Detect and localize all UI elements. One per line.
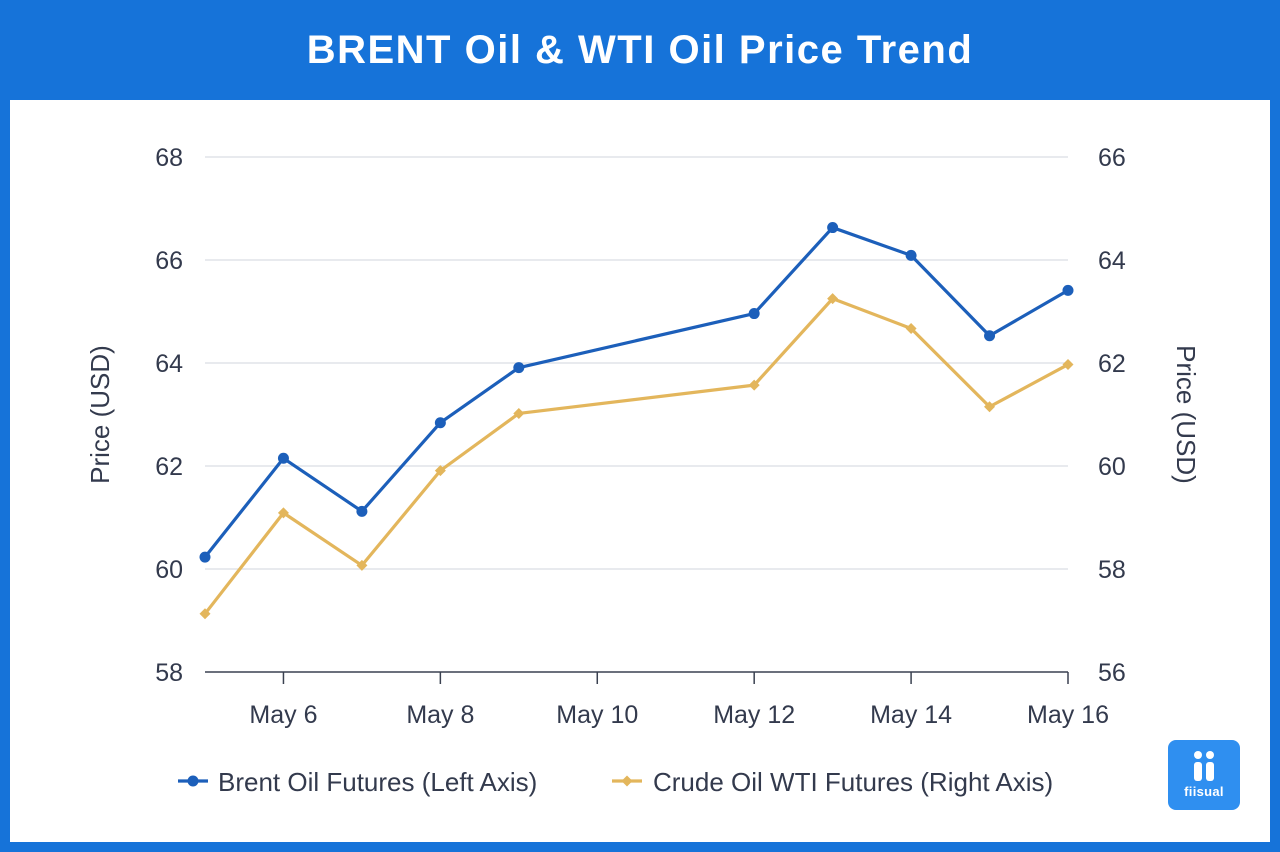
series-2-point	[277, 507, 289, 519]
series-2-point	[513, 407, 525, 419]
left-y-tick-label: 68	[155, 144, 183, 172]
left-y-tick-label: 66	[155, 247, 183, 275]
series-1-point	[905, 249, 917, 261]
right-y-tick-label: 58	[1098, 556, 1126, 584]
series-2-point	[1062, 359, 1074, 371]
right-y-tick-label: 62	[1098, 350, 1126, 378]
x-tick-label: May 6	[249, 701, 317, 729]
right-y-tick-label: 66	[1098, 144, 1126, 172]
right-y-tick-label: 60	[1098, 453, 1126, 481]
x-tick-label: May 12	[713, 701, 795, 729]
series-1-point	[827, 222, 839, 234]
fiisual-logo-text: fiisual	[1184, 784, 1224, 799]
series-line-1	[203, 225, 1070, 559]
series-2-point	[434, 465, 446, 477]
chart-title: BRENT Oil & WTI Oil Price Trend	[306, 27, 974, 72]
series-2-point	[984, 401, 996, 413]
right-y-axis-title: Price (USD)	[1171, 345, 1201, 484]
series-2-point	[827, 293, 839, 305]
series-1-point	[356, 505, 368, 517]
legend-marker-1	[187, 775, 199, 787]
x-tick-label: May 8	[406, 701, 474, 729]
series-1-point	[199, 551, 211, 563]
fiisual-logo[interactable]: fiisual	[1168, 740, 1240, 810]
series-2-point	[356, 559, 368, 571]
left-y-tick-label: 58	[155, 659, 183, 687]
series-line-2	[203, 297, 1070, 616]
series-1-point	[748, 308, 760, 320]
series-1-point	[277, 452, 289, 464]
series-2-point	[905, 322, 917, 334]
x-tick-label: May 10	[556, 701, 638, 729]
x-tick-label: May 14	[870, 701, 952, 729]
left-y-tick-label: 60	[155, 556, 183, 584]
left-y-tick-label: 62	[155, 453, 183, 481]
legend-label-1: Brent Oil Futures (Left Axis)	[218, 767, 537, 797]
legend-marker-2	[621, 775, 633, 787]
left-y-tick-label: 64	[155, 350, 183, 378]
right-y-tick-label: 64	[1098, 247, 1126, 275]
series-1-point	[513, 362, 525, 374]
right-y-tick-label: 56	[1098, 659, 1126, 687]
legend-label-2: Crude Oil WTI Futures (Right Axis)	[653, 767, 1053, 797]
series-1-point	[984, 330, 996, 342]
series-2-point	[748, 379, 760, 391]
series-1-point	[1062, 284, 1074, 296]
series-2-point	[199, 608, 211, 620]
chart-panel	[10, 100, 1270, 842]
left-y-axis-title: Price (USD)	[85, 345, 115, 484]
fiisual-logo-icon	[1191, 751, 1217, 781]
series-1-point	[434, 417, 446, 429]
x-tick-label: May 16	[1027, 701, 1109, 729]
